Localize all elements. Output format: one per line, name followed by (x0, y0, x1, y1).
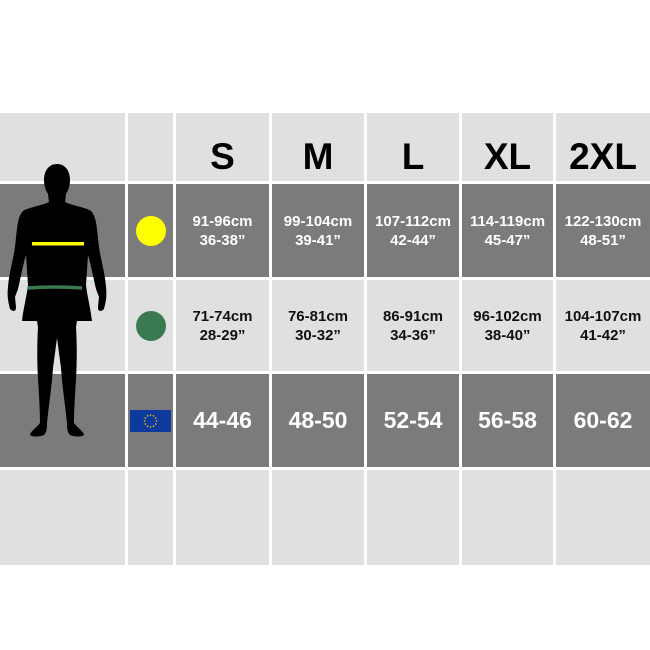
figure-cell (0, 470, 125, 565)
measurement-cell: 76-81cm 30-32” (272, 280, 364, 371)
inch-value: 30-32” (295, 326, 341, 344)
inch-value: 28-29” (199, 326, 246, 344)
inch-value: 39-41” (295, 231, 341, 249)
body-silhouette-icon (7, 164, 107, 437)
cm-value: 107-112cm (375, 212, 451, 230)
measurement-cell: 86-91cm 34-36” (367, 280, 459, 371)
measurement-cell: 99-104cm 39-41” (272, 184, 364, 277)
inch-value: 45-47” (484, 231, 531, 249)
inch-value: 36-38” (199, 231, 246, 249)
empty-cell (556, 470, 650, 565)
icon-cell (128, 374, 173, 467)
cm-value: 104-107cm (564, 307, 642, 325)
eu-flag-icon (130, 409, 171, 432)
icon-cell (128, 280, 173, 371)
cm-value: 99-104cm (283, 212, 353, 230)
eu-size-cell: 44-46 (176, 374, 269, 467)
inch-value: 42-44” (390, 231, 436, 249)
cm-value: 91-96cm (192, 212, 253, 230)
inch-value: 34-36” (390, 326, 436, 344)
inch-value: 38-40” (484, 326, 531, 344)
measurement-cell: 104-107cm 41-42” (556, 280, 650, 371)
empty-cell (176, 470, 269, 565)
measurement-cell: 107-112cm 42-44” (367, 184, 459, 277)
waist-green-dot-icon (135, 310, 166, 341)
eu-size-cell: 56-58 (462, 374, 553, 467)
chest-line (32, 242, 84, 246)
measurement-cell: 71-74cm 28-29” (176, 280, 269, 371)
cm-value: 96-102cm (473, 307, 542, 325)
cm-value: 71-74cm (192, 307, 253, 325)
eu-size-cell: 52-54 (367, 374, 459, 467)
measurement-cell: 91-96cm 36-38” (176, 184, 269, 277)
inch-value: 41-42” (580, 326, 626, 344)
empty-cell (272, 470, 364, 565)
eu-size-cell: 48-50 (272, 374, 364, 467)
measurement-cell: 122-130cm 48-51” (556, 184, 650, 277)
cm-value: 76-81cm (287, 307, 349, 325)
empty-cell (367, 470, 459, 565)
waist-line (27, 285, 83, 290)
inch-value: 48-51” (580, 231, 626, 249)
cm-value: 122-130cm (564, 212, 642, 230)
icon-cell (128, 470, 173, 565)
chest-yellow-dot-icon (135, 215, 166, 246)
size-header: XL (462, 113, 553, 181)
empty-cell (462, 470, 553, 565)
eu-size-cell: 60-62 (556, 374, 650, 467)
size-header: M (272, 113, 364, 181)
size-header: S (176, 113, 269, 181)
cm-value: 114-119cm (469, 212, 546, 230)
size-header: L (367, 113, 459, 181)
measurement-cell: 96-102cm 38-40” (462, 280, 553, 371)
size-header: 2XL (556, 113, 650, 181)
cm-value: 86-91cm (382, 307, 444, 325)
icon-cell (128, 184, 173, 277)
figure-cell (0, 374, 125, 467)
measurement-cell: 114-119cm 45-47” (462, 184, 553, 277)
icon-cell (128, 113, 173, 181)
